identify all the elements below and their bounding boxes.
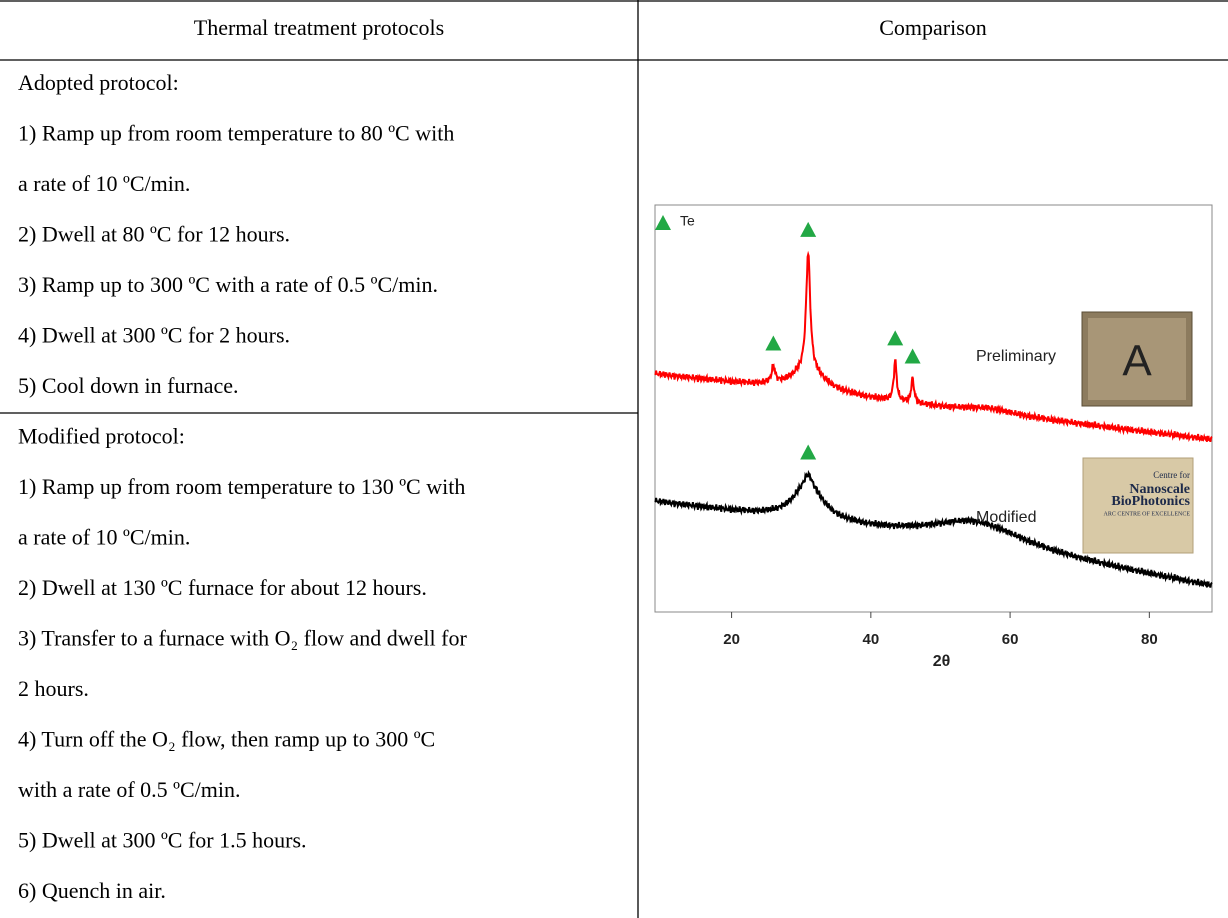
peak-marker: [904, 348, 921, 364]
protocol-line: Adopted protocol:: [18, 70, 179, 95]
protocol-line: a rate of 10 ºC/min.: [18, 171, 190, 196]
protocol-line: with a rate of 0.5 ºC/min.: [18, 777, 241, 802]
protocol-line: 5) Dwell at 300 ºC for 1.5 hours.: [18, 828, 307, 853]
photo-mark: A: [1122, 337, 1152, 386]
peak-marker: [887, 330, 904, 346]
photo-text: BioPhotonics: [1111, 494, 1190, 509]
legend-marker: [655, 215, 671, 230]
pattern-curve: [654, 250, 1213, 443]
photo-text: ARC CENTRE OF EXCELLENCE: [1104, 511, 1191, 517]
protocol-line: 2 hours.: [18, 676, 89, 701]
x-tick-label: 80: [1141, 631, 1158, 648]
sample-photo: [1082, 457, 1194, 554]
pattern-curve: [654, 469, 1213, 588]
column-header: Thermal treatment protocols: [194, 15, 444, 40]
photo-text: Nanoscale: [1129, 482, 1190, 497]
protocol-line: 3) Transfer to a furnace with O₂ flow an…: [18, 626, 467, 651]
series-label: Preliminary: [976, 348, 1056, 365]
peak-marker: [765, 335, 782, 351]
protocol-line: 1) Ramp up from room temperature to 80 º…: [18, 121, 454, 146]
photo-text: Centre for: [1153, 470, 1190, 480]
sample-photo-surface: [1088, 318, 1186, 400]
x-tick-label: 20: [723, 631, 740, 648]
xrd-figure: 20 40 60 80 2θ Te Preliminary Modified A Centre f…: [654, 204, 1213, 670]
protocol-line: 1) Ramp up from room temperature to 130 …: [18, 474, 465, 499]
protocol-line: Modified protocol:: [18, 424, 185, 449]
legend-label: Te: [680, 213, 695, 229]
x-tick-label: 60: [1002, 631, 1019, 648]
x-tick-label: 40: [862, 631, 879, 648]
column-header: Comparison: [879, 15, 987, 40]
peak-marker: [800, 221, 817, 237]
protocol-line: 3) Ramp up to 300 ºC with a rate of 0.5 …: [18, 272, 438, 297]
protocol-line: 2) Dwell at 130 ºC furnace for about 12 …: [18, 575, 427, 600]
protocol-line: 4) Turn off the O₂ flow, then ramp up to…: [18, 727, 435, 752]
protocol-line: 4) Dwell at 300 ºC for 2 hours.: [18, 323, 290, 348]
peak-marker: [800, 444, 817, 460]
series-label: Modified: [976, 509, 1036, 526]
protocol-line: 2) Dwell at 80 ºC for 12 hours.: [18, 222, 290, 247]
protocol-line: a rate of 10 ºC/min.: [18, 525, 190, 550]
protocol-line: 5) Cool down in furnace.: [18, 373, 239, 398]
protocol-line: 6) Quench in air.: [18, 878, 166, 903]
x-axis-label: 2θ: [933, 653, 951, 670]
